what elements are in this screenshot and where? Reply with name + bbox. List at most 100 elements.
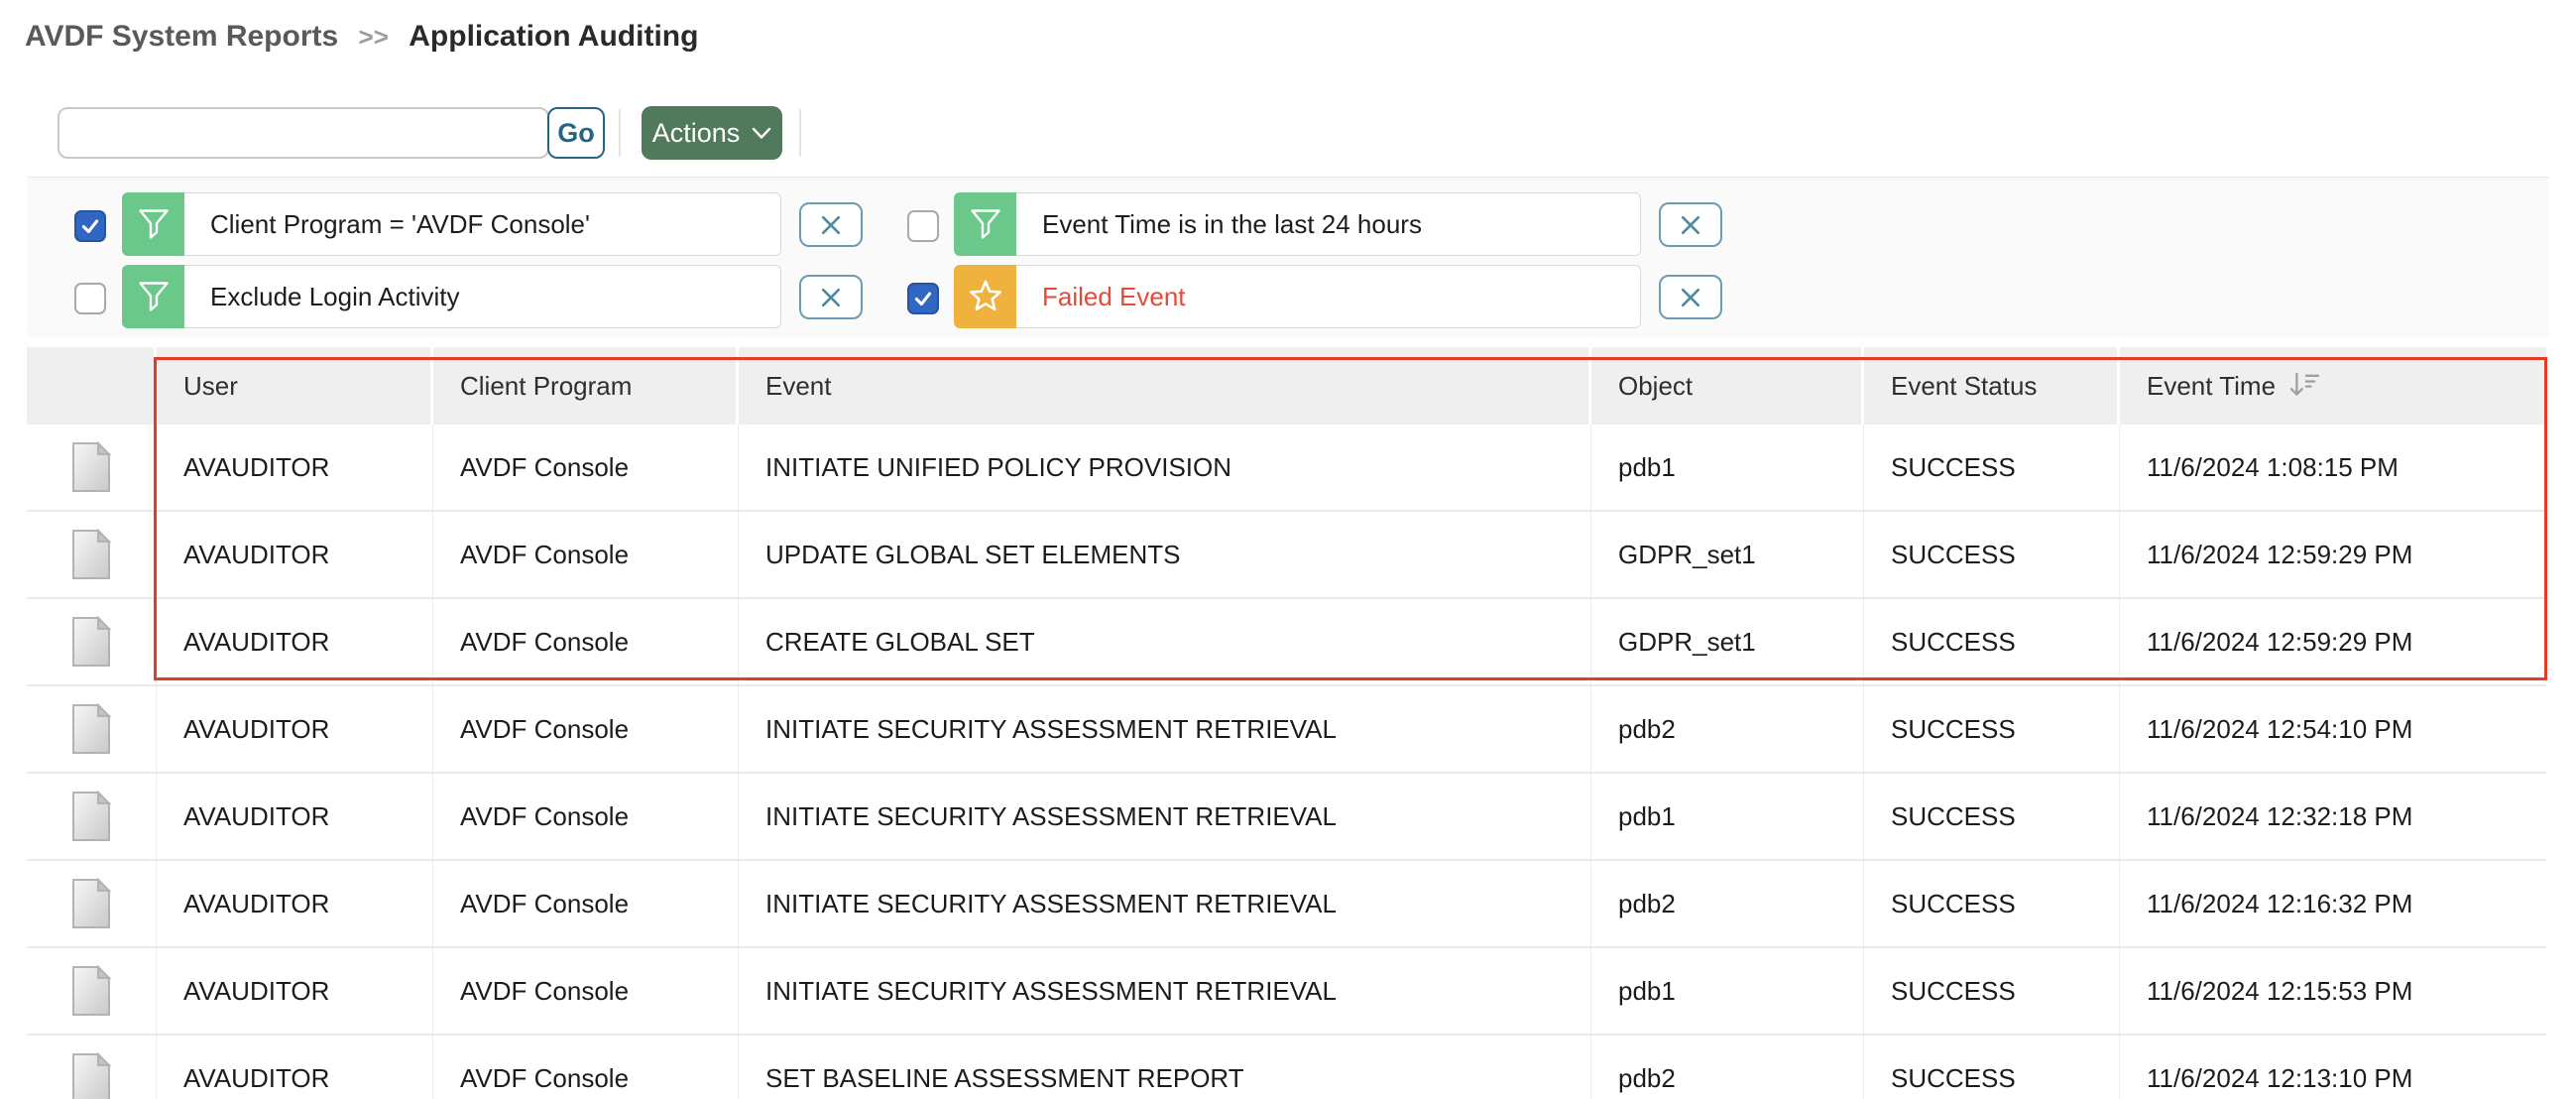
table-row[interactable]: AVAUDITOR AVDF Console INITIATE SECURITY… <box>27 948 2546 1036</box>
cell-user: AVAUDITOR <box>157 1036 433 1099</box>
cell-detail <box>27 686 157 772</box>
cell-object: pdb1 <box>1591 948 1864 1034</box>
checkmark-icon <box>914 292 932 306</box>
cell-user: AVAUDITOR <box>157 599 433 684</box>
cell-client-program: AVDF Console <box>433 425 739 510</box>
filter-label: Event Time is in the last 24 hours <box>1016 192 1641 256</box>
toolbar-divider <box>619 109 621 157</box>
cell-client-program: AVDF Console <box>433 1036 739 1099</box>
table-row[interactable]: AVAUDITOR AVDF Console UPDATE GLOBAL SET… <box>27 512 2546 599</box>
cell-event-time: 11/6/2024 12:16:32 PM <box>2147 888 2413 918</box>
remove-filter-button[interactable] <box>1659 275 1722 319</box>
cell-client-program: AVDF Console <box>433 861 739 946</box>
column-header-label: Event <box>765 370 832 401</box>
document-icon[interactable] <box>70 965 112 1017</box>
table-row[interactable]: AVAUDITOR AVDF Console CREATE GLOBAL SET… <box>27 599 2546 686</box>
go-button[interactable]: Go <box>547 107 605 159</box>
cell-event-status: SUCCESS <box>1864 425 2120 510</box>
go-button-label: Go <box>557 117 595 148</box>
cell-event-status: SUCCESS <box>1864 599 2120 684</box>
cell-detail <box>27 774 157 859</box>
column-header-label: User <box>183 370 238 401</box>
column-header-label: Event Status <box>1891 370 2038 401</box>
table-row[interactable]: AVAUDITOR AVDF Console SET BASELINE ASSE… <box>27 1036 2546 1099</box>
column-header-label: Event Time <box>2147 370 2277 401</box>
filter-checkbox-event-time[interactable] <box>907 210 939 242</box>
column-header-label: Client Program <box>460 370 633 401</box>
cell-event: SET BASELINE ASSESSMENT REPORT <box>739 1036 1591 1099</box>
cell-event-time: 11/6/2024 12:59:29 PM <box>2147 539 2413 569</box>
cell-event: INITIATE SECURITY ASSESSMENT RETRIEVAL <box>739 774 1591 859</box>
filter-funnel-icon <box>122 192 184 256</box>
filter-checkbox-exclude-login[interactable] <box>74 283 106 314</box>
star-icon <box>954 265 1016 328</box>
document-icon[interactable] <box>70 616 112 668</box>
cell-detail <box>27 948 157 1034</box>
cell-client-program: AVDF Console <box>433 948 739 1034</box>
document-icon[interactable] <box>70 529 112 580</box>
column-header-client-program[interactable]: Client Program <box>433 347 739 425</box>
remove-filter-button[interactable] <box>799 275 863 319</box>
table-body: AVAUDITOR AVDF Console INITIATE UNIFIED … <box>27 425 2546 1099</box>
column-header-event-time[interactable]: Event Time <box>2120 347 2546 425</box>
cell-user: AVAUDITOR <box>157 512 433 597</box>
document-icon[interactable] <box>70 878 112 929</box>
table-row[interactable]: AVAUDITOR AVDF Console INITIATE SECURITY… <box>27 686 2546 774</box>
filter-checkbox-client-program[interactable] <box>74 210 106 242</box>
cell-detail <box>27 1036 157 1099</box>
table-row[interactable]: AVAUDITOR AVDF Console INITIATE SECURITY… <box>27 861 2546 948</box>
cell-event-status: SUCCESS <box>1864 774 2120 859</box>
cell-event: INITIATE SECURITY ASSESSMENT RETRIEVAL <box>739 686 1591 772</box>
sort-descending-icon <box>2289 372 2320 396</box>
table-row[interactable]: AVAUDITOR AVDF Console INITIATE UNIFIED … <box>27 425 2546 512</box>
chevron-down-icon <box>753 127 771 139</box>
breadcrumb: AVDF System Reports >> Application Audit… <box>25 20 698 54</box>
page-title: Application Auditing <box>409 20 699 53</box>
close-icon <box>1681 288 1700 306</box>
checkmark-icon <box>81 219 99 234</box>
cell-user: AVAUDITOR <box>157 774 433 859</box>
cell-event-status: SUCCESS <box>1864 1036 2120 1099</box>
table-header-row: User Client Program Event Object Event S… <box>27 347 2546 425</box>
breadcrumb-parent-link[interactable]: AVDF System Reports <box>25 20 339 53</box>
cell-event: INITIATE SECURITY ASSESSMENT RETRIEVAL <box>739 861 1591 946</box>
filter-label: Failed Event <box>1016 265 1641 328</box>
document-icon[interactable] <box>70 791 112 842</box>
column-header-event[interactable]: Event <box>739 347 1591 425</box>
cell-event-time: 11/6/2024 1:08:15 PM <box>2147 451 2399 482</box>
filter-chip-event-time: Event Time is in the last 24 hours <box>954 192 1641 256</box>
cell-detail <box>27 512 157 597</box>
close-icon <box>821 288 841 306</box>
filter-checkbox-failed-event[interactable] <box>907 283 939 314</box>
column-header-user[interactable]: User <box>157 347 433 425</box>
cell-object: GDPR_set1 <box>1591 512 1864 597</box>
cell-client-program: AVDF Console <box>433 686 739 772</box>
filter-funnel-icon <box>954 192 1016 256</box>
cell-object: pdb2 <box>1591 686 1864 772</box>
column-header-label: Object <box>1618 370 1694 401</box>
cell-detail <box>27 861 157 946</box>
cell-event-time: 11/6/2024 12:13:10 PM <box>2147 1062 2413 1093</box>
close-icon <box>1681 215 1700 234</box>
column-header-object[interactable]: Object <box>1591 347 1864 425</box>
cell-event-time: 11/6/2024 12:59:29 PM <box>2147 626 2413 657</box>
column-header-event-status[interactable]: Event Status <box>1864 347 2120 425</box>
cell-user: AVAUDITOR <box>157 861 433 946</box>
actions-button[interactable]: Actions <box>642 106 782 160</box>
filter-chip-client-program: Client Program = 'AVDF Console' <box>122 192 781 256</box>
remove-filter-button[interactable] <box>799 202 863 247</box>
document-icon[interactable] <box>70 703 112 755</box>
table-row[interactable]: AVAUDITOR AVDF Console INITIATE SECURITY… <box>27 774 2546 861</box>
remove-filter-button[interactable] <box>1659 202 1722 247</box>
cell-event: UPDATE GLOBAL SET ELEMENTS <box>739 512 1591 597</box>
document-icon[interactable] <box>70 441 112 493</box>
document-icon[interactable] <box>70 1052 112 1099</box>
search-input[interactable] <box>58 107 549 159</box>
filter-chip-exclude-login: Exclude Login Activity <box>122 265 781 328</box>
cell-object: pdb1 <box>1591 774 1864 859</box>
cell-event-status: SUCCESS <box>1864 861 2120 946</box>
filter-label: Exclude Login Activity <box>184 265 781 328</box>
cell-client-program: AVDF Console <box>433 512 739 597</box>
cell-event: INITIATE UNIFIED POLICY PROVISION <box>739 425 1591 510</box>
filter-funnel-icon <box>122 265 184 328</box>
